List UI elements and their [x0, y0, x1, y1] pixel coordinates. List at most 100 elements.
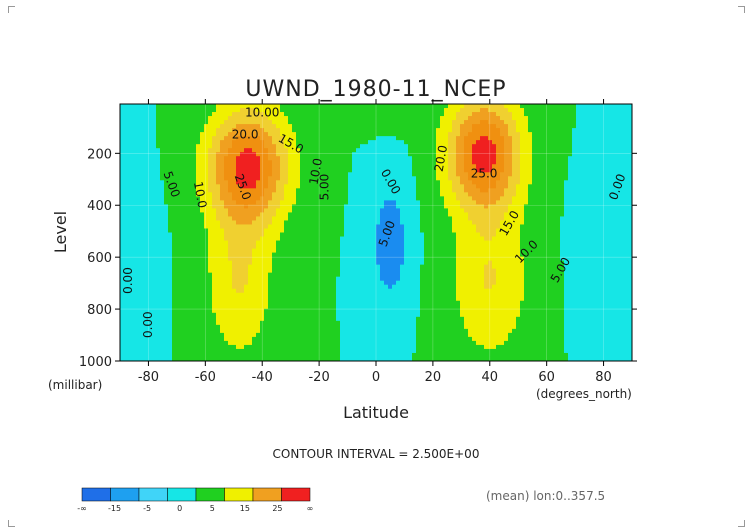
field-cell	[164, 152, 169, 157]
field-cell	[312, 220, 317, 226]
field-cell	[388, 224, 393, 230]
field-cell	[412, 280, 417, 286]
field-cell	[296, 200, 301, 205]
field-cell	[136, 108, 141, 113]
field-cell	[304, 300, 309, 306]
field-cell	[380, 224, 385, 230]
field-cell	[240, 244, 245, 250]
field-cell	[288, 176, 293, 181]
field-cell	[332, 216, 337, 222]
field-cell	[388, 276, 393, 282]
field-cell	[408, 228, 413, 234]
field-cell	[156, 176, 161, 181]
field-cell	[272, 352, 277, 358]
field-cell	[392, 280, 397, 286]
field-cell	[248, 332, 253, 338]
field-cell	[212, 324, 217, 330]
field-cell	[228, 228, 233, 234]
field-cell	[156, 172, 161, 177]
field-cell	[184, 136, 189, 141]
field-cell	[388, 208, 393, 214]
field-cell	[424, 324, 429, 330]
field-cell	[308, 160, 313, 165]
field-cell	[396, 184, 401, 189]
field-cell	[420, 288, 425, 294]
field-cell	[168, 276, 173, 282]
field-cell	[168, 292, 173, 298]
field-cell	[288, 272, 293, 278]
field-cell	[328, 112, 333, 117]
field-cell	[336, 300, 341, 306]
field-cell	[172, 144, 177, 149]
field-cell	[384, 172, 389, 177]
field-cell	[388, 324, 393, 330]
field-cell	[272, 236, 277, 242]
field-cell	[208, 136, 213, 141]
field-cell	[128, 268, 133, 274]
field-cell	[168, 116, 173, 121]
field-cell	[324, 220, 329, 226]
field-cell	[336, 224, 341, 230]
field-cell	[336, 140, 341, 145]
field-cell	[192, 160, 197, 165]
field-cell	[232, 168, 237, 173]
field-cell	[360, 328, 365, 334]
field-cell	[288, 148, 293, 153]
field-cell	[392, 124, 397, 129]
field-cell	[232, 104, 237, 109]
field-cell	[164, 156, 169, 161]
field-cell	[144, 188, 149, 193]
field-cell	[196, 272, 201, 278]
field-cell	[140, 208, 145, 214]
field-cell	[204, 196, 209, 201]
field-cell	[348, 264, 353, 270]
field-cell	[232, 296, 237, 302]
field-cell	[216, 316, 221, 322]
field-cell	[140, 184, 145, 189]
field-cell	[344, 300, 349, 306]
field-cell	[428, 292, 433, 298]
field-cell	[400, 260, 405, 266]
field-cell	[280, 120, 285, 125]
field-cell	[132, 256, 137, 262]
field-cell	[160, 292, 165, 298]
field-cell	[292, 212, 297, 218]
field-cell	[280, 140, 285, 145]
field-cell	[332, 196, 337, 201]
field-cell	[188, 196, 193, 201]
field-cell	[428, 340, 433, 346]
field-cell	[312, 288, 317, 294]
field-cell	[384, 104, 389, 109]
field-cell	[120, 180, 125, 185]
field-cell	[252, 272, 257, 278]
field-cell	[396, 328, 401, 334]
field-cell	[324, 200, 329, 205]
field-cell	[188, 288, 193, 294]
field-cell	[232, 308, 237, 314]
field-cell	[180, 124, 185, 129]
field-cell	[280, 356, 285, 361]
field-cell	[216, 104, 221, 109]
field-cell	[152, 336, 157, 342]
field-cell	[392, 220, 397, 226]
field-cell	[328, 224, 333, 230]
field-cell	[428, 232, 433, 238]
field-cell	[168, 324, 173, 330]
field-cell	[412, 212, 417, 218]
field-cell	[424, 344, 429, 350]
field-cell	[288, 164, 293, 169]
field-cell	[392, 224, 397, 230]
field-cell	[328, 200, 333, 205]
field-cell	[308, 328, 313, 334]
field-cell	[312, 284, 317, 290]
field-cell	[120, 256, 125, 262]
field-cell	[260, 144, 265, 149]
field-cell	[136, 356, 141, 361]
field-cell	[264, 320, 269, 326]
field-cell	[324, 296, 329, 302]
field-cell	[344, 152, 349, 157]
field-cell	[132, 124, 137, 129]
field-cell	[260, 132, 265, 137]
field-cell	[392, 164, 397, 169]
field-cell	[216, 280, 221, 286]
